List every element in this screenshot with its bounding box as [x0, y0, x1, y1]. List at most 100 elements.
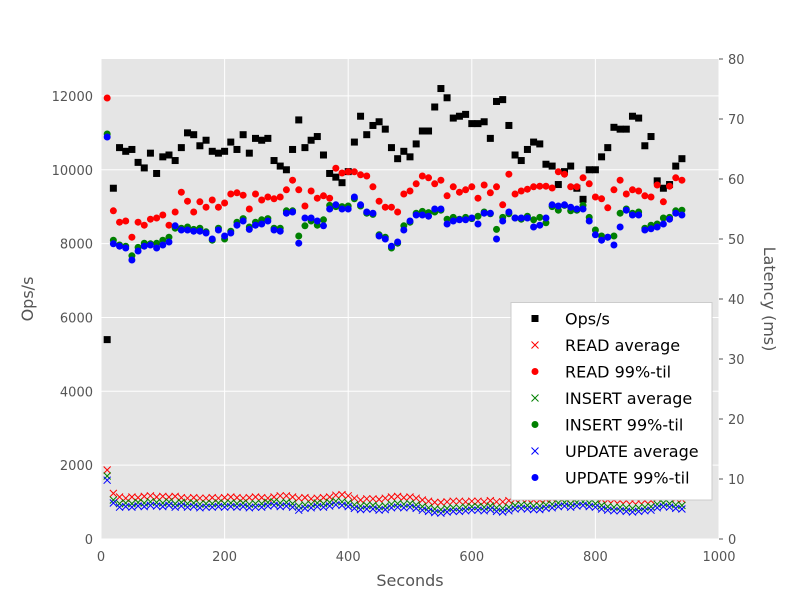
data-point — [146, 241, 154, 249]
data-point — [431, 205, 439, 213]
data-point — [301, 202, 309, 210]
data-point — [406, 503, 414, 512]
data-point — [208, 499, 217, 508]
data-point — [431, 180, 439, 188]
data-point — [561, 201, 568, 209]
data-point — [671, 500, 680, 509]
data-point — [245, 500, 254, 509]
data-point — [666, 182, 674, 190]
data-point — [103, 476, 112, 485]
data-point — [115, 503, 124, 512]
data-point — [295, 116, 303, 124]
data-point — [591, 166, 599, 174]
data-point — [140, 242, 148, 250]
data-point — [134, 218, 142, 226]
data-point — [418, 127, 426, 135]
data-point — [437, 509, 445, 518]
data-point — [239, 217, 247, 225]
data-point — [264, 502, 272, 510]
data-point — [548, 201, 556, 209]
data-point — [474, 497, 482, 506]
data-point — [159, 153, 167, 161]
data-point — [251, 493, 260, 501]
data-point — [233, 499, 241, 508]
data-point — [647, 133, 655, 141]
data-point — [455, 188, 463, 196]
data-point — [493, 183, 501, 191]
data-point — [295, 186, 303, 194]
data-point — [573, 205, 581, 213]
y-tick-label: 6000 — [60, 311, 93, 326]
data-point — [474, 502, 482, 511]
data-point — [493, 225, 501, 233]
data-point — [245, 225, 253, 233]
data-point — [498, 504, 507, 513]
data-point — [202, 203, 210, 211]
data-point — [554, 181, 562, 189]
data-point — [548, 503, 556, 512]
data-point — [437, 205, 445, 213]
data-point — [196, 227, 204, 235]
data-point — [635, 187, 643, 195]
data-point — [560, 502, 569, 510]
data-point — [202, 503, 210, 512]
data-point — [369, 505, 377, 513]
data-point — [158, 492, 167, 501]
data-point — [319, 499, 328, 508]
data-point — [424, 497, 433, 506]
data-point — [258, 220, 266, 228]
data-point — [233, 493, 241, 502]
data-point — [406, 187, 414, 195]
data-point — [480, 503, 489, 512]
data-point — [641, 192, 649, 200]
data-point — [449, 217, 457, 225]
data-point — [467, 506, 476, 515]
data-point — [542, 504, 550, 513]
data-point — [257, 493, 266, 502]
data-point — [171, 499, 180, 508]
data-point — [221, 232, 229, 240]
data-point — [344, 491, 353, 500]
data-point — [196, 494, 204, 503]
x-tick-label: 400 — [336, 550, 361, 565]
data-point — [282, 491, 291, 500]
y-axis-label: Ops/s — [18, 277, 37, 322]
data-point — [585, 180, 593, 188]
data-point — [665, 499, 674, 508]
data-point — [425, 127, 433, 135]
x-axis-label: Seconds — [376, 571, 443, 590]
data-point — [332, 173, 340, 181]
data-point — [443, 94, 451, 102]
data-point — [381, 125, 389, 133]
data-point — [134, 498, 142, 507]
data-point — [462, 110, 470, 118]
data-point — [146, 491, 155, 500]
data-point — [140, 221, 148, 229]
data-point — [140, 499, 149, 507]
legend-marker — [531, 315, 539, 322]
data-point — [486, 505, 495, 514]
data-point — [468, 183, 476, 191]
data-point — [678, 501, 686, 510]
data-point — [542, 214, 550, 222]
data-point — [591, 499, 600, 508]
data-point — [158, 499, 167, 507]
data-point — [604, 233, 612, 241]
data-point — [653, 500, 662, 509]
data-point — [276, 491, 285, 500]
data-point — [282, 498, 291, 507]
y2-tick-label: 80 — [728, 53, 745, 68]
legend-label: Ops/s — [565, 310, 610, 329]
data-point — [331, 491, 340, 500]
data-point — [196, 142, 204, 150]
data-point — [530, 183, 538, 191]
y2-tick-label: 60 — [728, 173, 745, 188]
data-point — [455, 497, 464, 506]
data-point — [449, 497, 458, 506]
data-point — [610, 503, 618, 512]
data-point — [511, 151, 519, 159]
data-point — [640, 506, 649, 515]
data-point — [165, 151, 173, 159]
data-point — [548, 500, 556, 509]
data-point — [598, 153, 606, 161]
